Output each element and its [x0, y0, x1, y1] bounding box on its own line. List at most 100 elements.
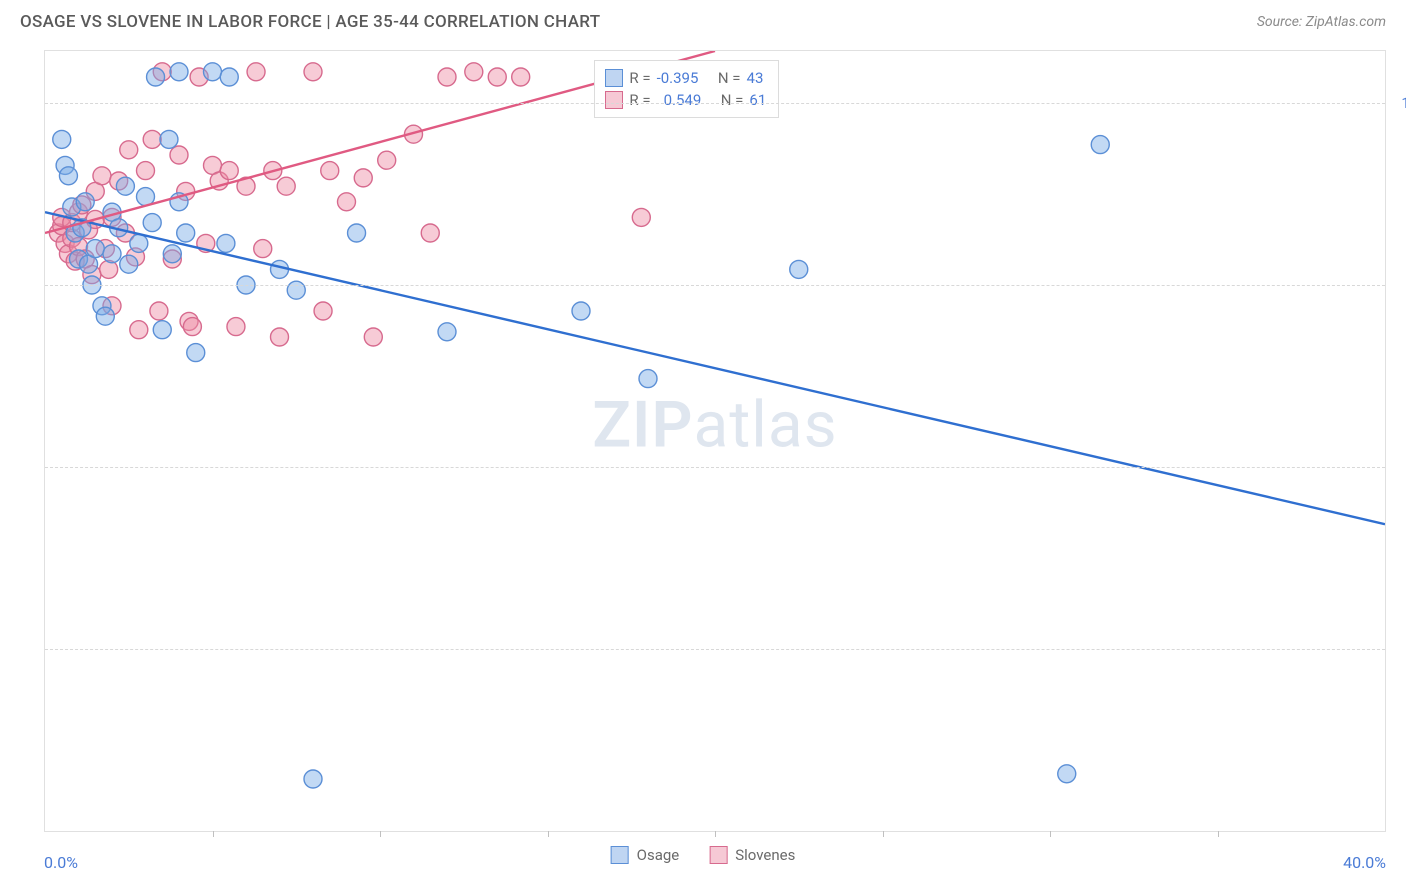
x-axis-max-label: 40.0% [1343, 853, 1386, 872]
osage-point [130, 234, 148, 252]
x-axis-min-label: 0.0% [44, 853, 78, 872]
osage-point [153, 321, 171, 339]
source-prefix: Source: [1257, 14, 1306, 30]
osage-point [76, 193, 94, 211]
osage-point [53, 130, 71, 148]
x-tick [883, 831, 884, 837]
source-name: ZipAtlas.com [1306, 14, 1386, 30]
osage-point [187, 344, 205, 362]
gridline [45, 467, 1385, 468]
osage-point [204, 63, 222, 81]
osage-point [147, 68, 165, 86]
osage-point [116, 177, 134, 195]
slovene-point [143, 130, 161, 148]
osage-trendline [45, 212, 1385, 524]
slovene-point [488, 68, 506, 86]
osage-point [86, 240, 104, 258]
n-label: N = [721, 91, 744, 109]
slovene-point [130, 321, 148, 339]
slovene-legend-label: Slovenes [735, 846, 795, 864]
slovene-point [632, 208, 650, 226]
stat-row-slovene: R = 0.549 N = 61 [605, 89, 766, 111]
gridline [45, 649, 1385, 650]
n-label: N = [718, 69, 741, 87]
osage-point [220, 68, 238, 86]
osage-point [217, 234, 235, 252]
plot-canvas [45, 51, 1385, 831]
y-tick-label: 47.5% [1394, 640, 1406, 658]
osage-swatch-icon [605, 69, 623, 87]
osage-point [96, 307, 114, 325]
slovene-point [465, 63, 483, 81]
osage-point [438, 323, 456, 341]
slovene-point [137, 162, 155, 180]
osage-point [348, 224, 366, 242]
osage-point [287, 281, 305, 299]
osage-n-value: 43 [747, 69, 764, 87]
legend: Osage Slovenes [611, 846, 796, 864]
legend-item-slovene: Slovenes [709, 846, 795, 864]
slovene-point [321, 162, 339, 180]
slovene-point [150, 302, 168, 320]
slovene-point [421, 224, 439, 242]
r-label: R = [629, 91, 650, 109]
osage-point [170, 63, 188, 81]
slovene-point [220, 162, 238, 180]
osage-point [120, 255, 138, 273]
osage-point [1091, 136, 1109, 154]
osage-legend-label: Osage [637, 846, 680, 864]
slovene-point [170, 146, 188, 164]
slovene-point [120, 141, 138, 159]
osage-point [143, 214, 161, 232]
correlation-stats-box: R = -0.395 N = 43 R = 0.549 N = 61 [594, 60, 779, 118]
gridline [45, 285, 1385, 286]
slovene-point [378, 151, 396, 169]
slovene-point [247, 63, 265, 81]
osage-point [163, 245, 181, 263]
chart-source: Source: ZipAtlas.com [1257, 14, 1386, 30]
x-tick [213, 831, 214, 837]
osage-point [160, 130, 178, 148]
slovene-point [100, 260, 118, 278]
osage-point [639, 370, 657, 388]
osage-point [790, 260, 808, 278]
legend-item-osage: Osage [611, 846, 680, 864]
slovene-point [183, 318, 201, 336]
slovene-point [254, 240, 272, 258]
chart-area: ZIPatlas R = -0.395 N = 43 R = 0.549 N =… [44, 50, 1386, 832]
osage-legend-swatch-icon [611, 846, 629, 864]
x-tick [1218, 831, 1219, 837]
slovene-point [304, 63, 322, 81]
slovene-point [314, 302, 332, 320]
osage-point [572, 302, 590, 320]
slovene-legend-swatch-icon [709, 846, 727, 864]
slovene-point [271, 328, 289, 346]
osage-point [304, 770, 322, 788]
slovene-n-value: 61 [749, 91, 766, 109]
x-tick [380, 831, 381, 837]
slovene-point [338, 193, 356, 211]
slovene-point [512, 68, 530, 86]
x-tick [715, 831, 716, 837]
y-tick-label: 65.0% [1394, 458, 1406, 476]
osage-point [59, 167, 77, 185]
slovene-point [93, 167, 111, 185]
y-tick-label: 82.5% [1394, 276, 1406, 294]
x-tick [548, 831, 549, 837]
osage-point [1058, 765, 1076, 783]
osage-r-value: -0.395 [657, 69, 699, 87]
x-tick [1050, 831, 1051, 837]
slovene-point [227, 318, 245, 336]
y-tick-label: 100.0% [1394, 94, 1406, 112]
slovene-point [364, 328, 382, 346]
osage-point [177, 224, 195, 242]
slovene-r-value: 0.549 [664, 91, 702, 109]
slovene-point [438, 68, 456, 86]
chart-title: OSAGE VS SLOVENE IN LABOR FORCE | AGE 35… [20, 12, 600, 32]
osage-point [103, 245, 121, 263]
stat-row-osage: R = -0.395 N = 43 [605, 67, 766, 89]
slovene-point [354, 169, 372, 187]
slovene-swatch-icon [605, 91, 623, 109]
slovene-point [277, 177, 295, 195]
gridline [45, 103, 1385, 104]
